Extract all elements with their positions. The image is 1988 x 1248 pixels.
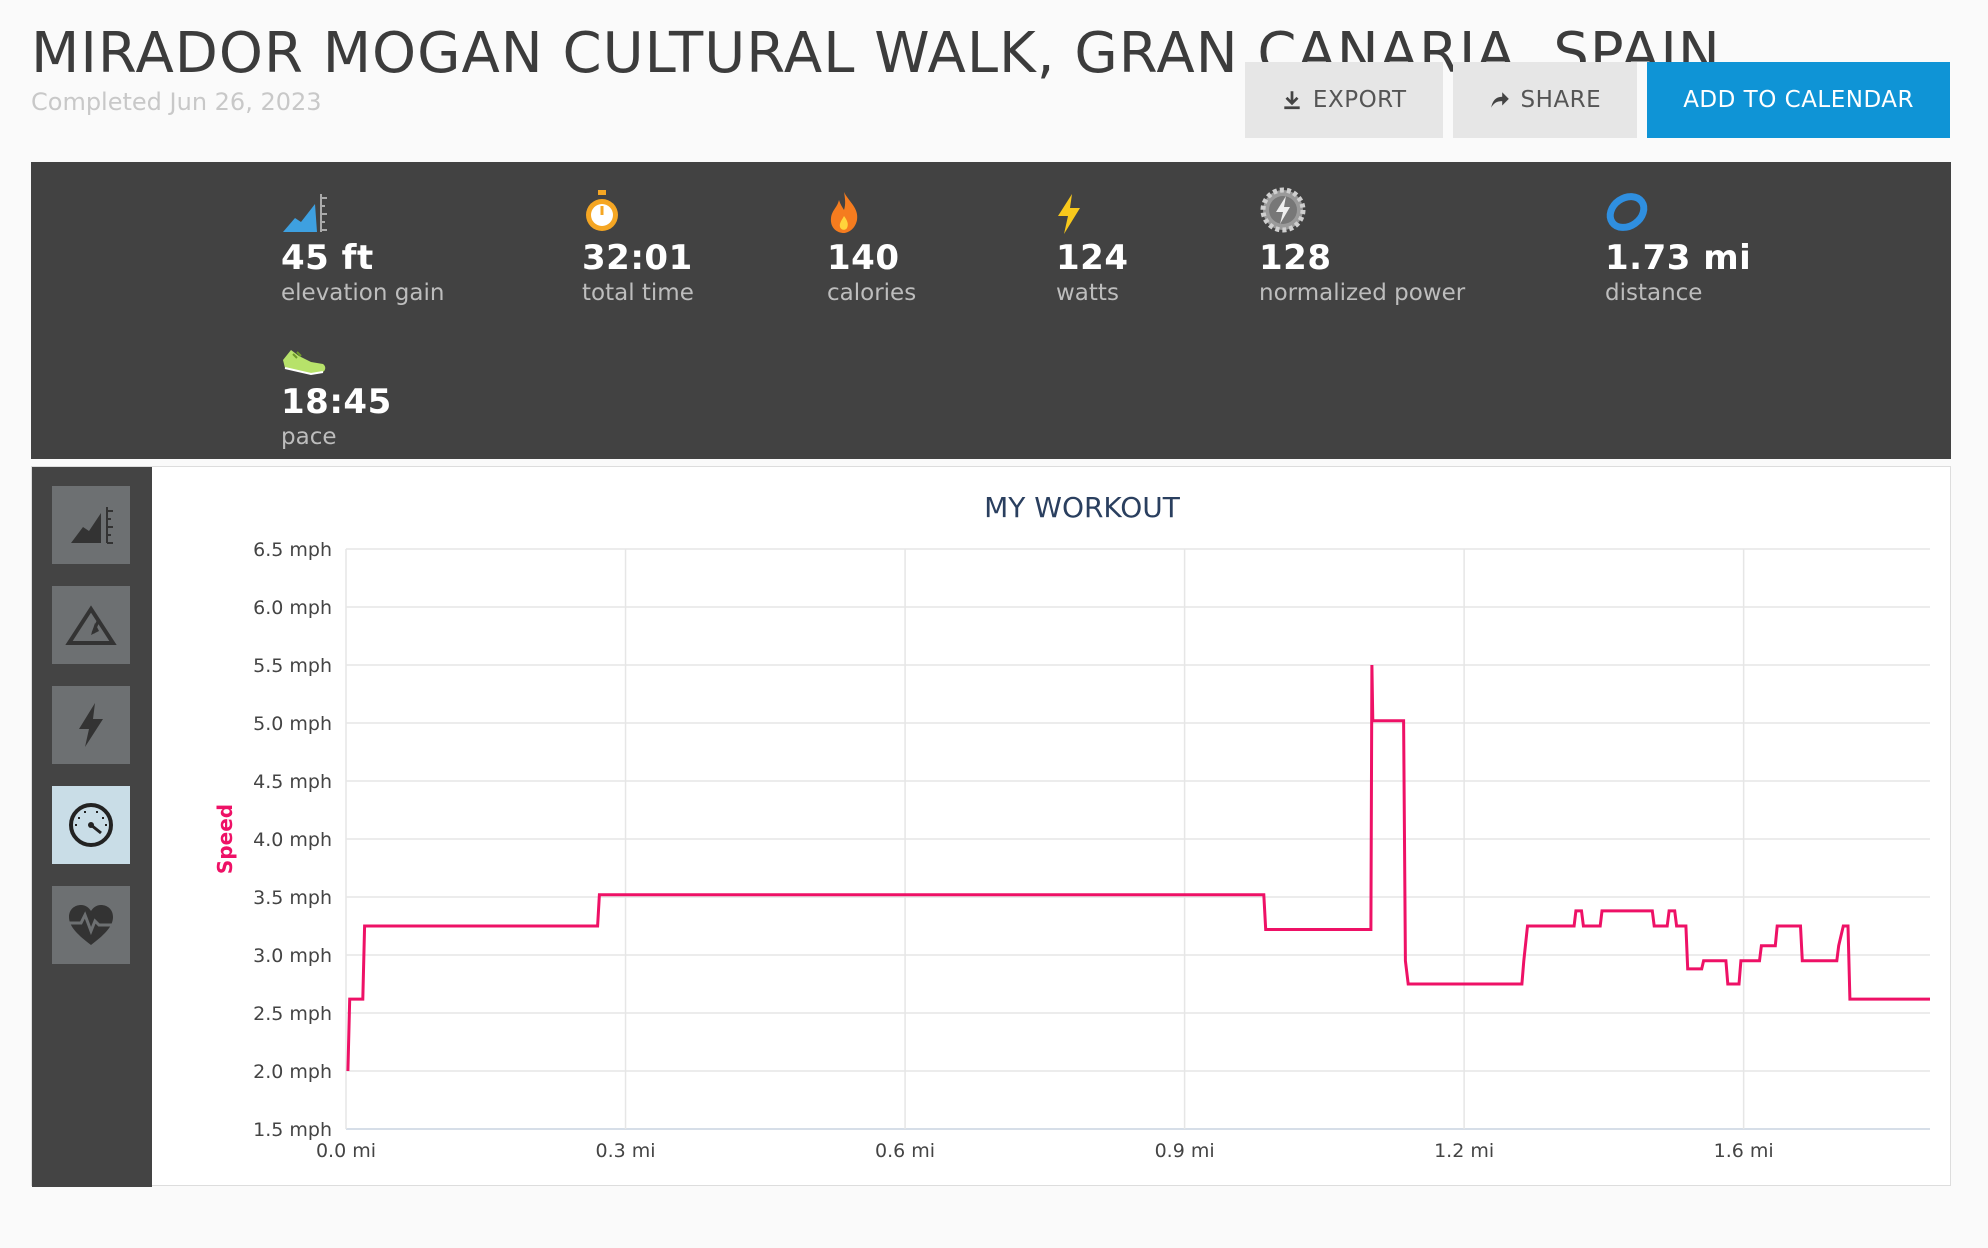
x-tick-label: 1.6 mi [1714,1140,1774,1162]
completed-date: Completed Jun 26, 2023 [31,88,322,116]
power-icon [79,703,103,747]
x-tick-label: 0.6 mi [875,1140,935,1162]
y-axis-ticks: 1.5 mph 2.0 mph 2.5 mph 3.0 mph 3.5 mph 4.0 m… [253,539,332,1141]
stats-panel: 45 ft elevation gain 32:01 total time 14… [31,162,1951,459]
stat-elevation-gain: 45 ft elevation gain [281,186,444,306]
power-gear-icon [1260,187,1306,233]
add-to-calendar-button[interactable]: ADD TO CALENDAR [1647,62,1950,138]
speed-line-chart[interactable]: MY WORKOUT 1.5 mph 2.0 mph 2.5 mph 3.0 mph 3… [152,467,1950,1185]
lightning-icon [1058,194,1080,234]
stat-normalized-power: 128 normalized power [1259,186,1465,306]
x-tick-label: 0.9 mi [1155,1140,1215,1162]
y-axis-label: Speed [213,804,237,874]
x-axis-ticks: 0.0 mi 0.3 mi 0.6 mi 0.9 mi 1.2 mi 1.6 mi [316,1140,1774,1162]
chart-title: MY WORKOUT [984,491,1181,524]
stat-label: total time [582,280,694,306]
stat-pace: 18:45 pace [281,330,392,450]
stat-label: calories [827,280,917,306]
chart-grid [345,548,1930,1130]
grade-metric-button[interactable] [52,586,130,664]
y-tick-label: 4.0 mph [253,829,332,851]
share-label: SHARE [1520,87,1602,113]
workout-chart-panel: MY WORKOUT 1.5 mph 2.0 mph 2.5 mph 3.0 mph 3… [31,466,1951,1187]
stat-label: watts [1056,280,1119,306]
elevation-icon [71,507,113,544]
stat-value: 128 [1259,238,1332,278]
x-tick-label: 1.2 mi [1434,1140,1494,1162]
y-tick-label: 5.0 mph [253,713,332,735]
power-metric-button[interactable] [52,686,130,764]
action-bar: EXPORT SHARE ADD TO CALENDAR [1244,62,1950,138]
heart-rate-metric-button[interactable] [52,886,130,964]
y-tick-label: 3.5 mph [253,887,332,909]
stat-calories: 140 calories [827,186,916,306]
stat-value: 124 [1056,238,1129,278]
x-tick-label: 0.3 mi [596,1140,656,1162]
export-button[interactable]: EXPORT [1244,62,1443,138]
y-tick-label: 3.0 mph [253,945,332,967]
stat-total-time: 32:01 total time [582,186,694,306]
x-tick-label: 0.0 mi [316,1140,376,1162]
heart-rate-icon [69,905,113,945]
speedometer-icon [69,803,113,847]
distance-icon [1606,193,1648,231]
stat-label: normalized power [1259,280,1466,306]
y-tick-label: 6.5 mph [253,539,332,561]
y-tick-label: 2.5 mph [253,1003,332,1025]
elevation-metric-button[interactable] [52,486,130,564]
flame-icon [830,192,858,233]
stat-value: 45 ft [281,238,374,278]
y-tick-label: 2.0 mph [253,1061,332,1083]
share-arrow-icon [1490,92,1509,108]
stopwatch-icon [586,190,618,231]
speed-metric-button[interactable] [52,786,130,864]
y-tick-label: 5.5 mph [253,655,332,677]
speed-series-line[interactable] [346,664,1930,1072]
elevation-icon [283,194,327,232]
stat-label: distance [1605,280,1703,306]
shoe-icon [283,350,326,376]
y-tick-label: 6.0 mph [253,597,332,619]
download-icon [1284,91,1300,110]
chart-metric-sidebar [32,467,152,1187]
stat-value: 1.73 mi [1605,238,1752,278]
grade-icon [65,605,117,645]
export-label: EXPORT [1312,87,1407,113]
stat-label: elevation gain [281,280,445,306]
stat-value: 140 [827,238,900,278]
stat-distance: 1.73 mi distance [1605,186,1751,306]
stat-watts: 124 watts [1056,186,1128,306]
stat-label: pace [281,424,337,450]
share-button[interactable]: SHARE [1452,62,1638,138]
y-tick-label: 1.5 mph [253,1119,332,1141]
y-tick-label: 4.5 mph [253,771,332,793]
stat-value: 32:01 [582,238,693,278]
stat-value: 18:45 [281,382,392,422]
